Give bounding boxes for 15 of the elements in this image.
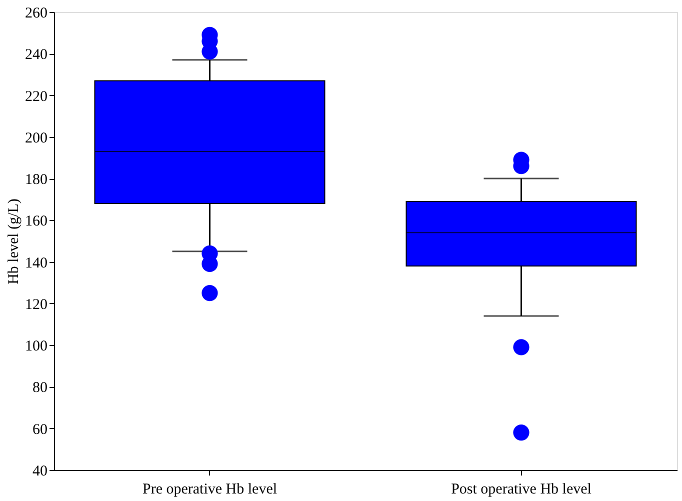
y-tick-label: 140 xyxy=(25,255,48,272)
y-tick-label: 100 xyxy=(25,338,48,355)
y-tick-label: 220 xyxy=(25,88,48,105)
y-tick-label: 200 xyxy=(25,130,48,146)
x-tick-label: Post operative Hb level xyxy=(451,482,592,498)
y-tick-label: 40 xyxy=(32,464,48,480)
y-tick-label: 260 xyxy=(25,6,48,22)
y-tick-label: 180 xyxy=(25,172,48,188)
y-tick-label: 120 xyxy=(25,296,48,313)
y-tick-label: 240 xyxy=(25,47,48,64)
y-tick-label: 80 xyxy=(32,380,48,396)
y-tick-label: 60 xyxy=(32,422,48,438)
y-tick-label: 160 xyxy=(25,214,48,230)
y-axis-title: Hb level (g/L) xyxy=(6,198,22,284)
x-tick-label: Pre operative Hb level xyxy=(142,482,278,498)
